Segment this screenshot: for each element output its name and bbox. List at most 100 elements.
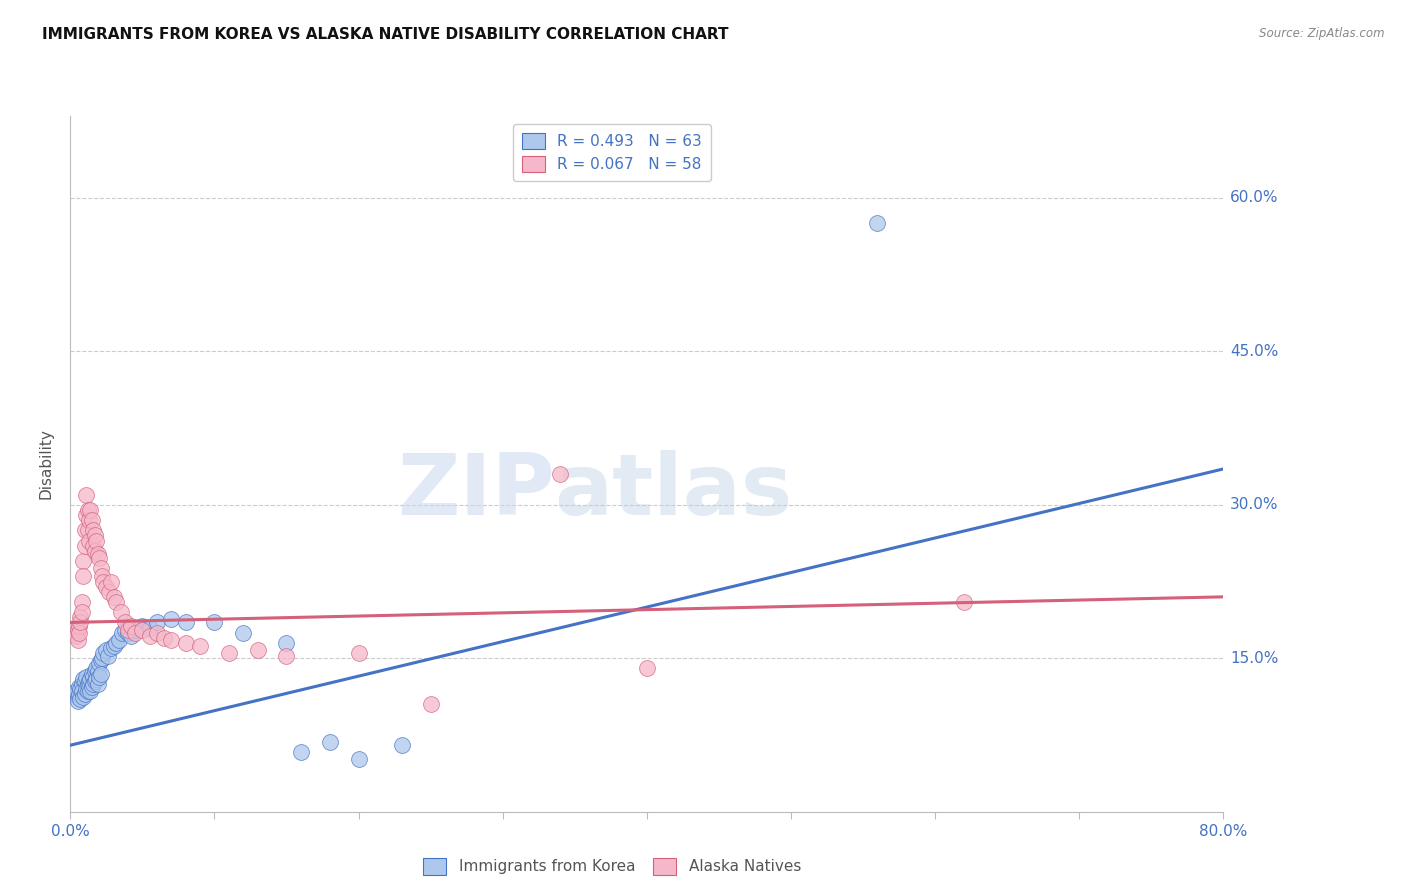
- Point: [67, 687, 90, 701]
- Text: ZIP: ZIP: [396, 450, 554, 533]
- Point: [70, 605, 93, 619]
- Point: [276, 636, 298, 650]
- Point: [63, 687, 86, 701]
- Point: [66, 623, 89, 637]
- Point: [72, 569, 94, 583]
- Point: [276, 649, 298, 664]
- Point: [160, 612, 183, 626]
- Point: [82, 539, 104, 553]
- Point: [100, 574, 122, 589]
- Point: [75, 487, 97, 501]
- Point: [80, 666, 103, 681]
- Point: [83, 664, 105, 678]
- Point: [79, 684, 101, 698]
- Point: [73, 524, 96, 538]
- Point: [67, 680, 90, 694]
- Point: [174, 615, 197, 630]
- Point: [246, 643, 269, 657]
- Point: [84, 533, 107, 548]
- Point: [65, 629, 87, 643]
- Point: [419, 698, 441, 712]
- Point: [70, 595, 93, 609]
- Point: [72, 690, 94, 705]
- Point: [72, 554, 94, 568]
- Point: [103, 590, 125, 604]
- Point: [91, 569, 114, 583]
- Point: [90, 561, 112, 575]
- Text: IMMIGRANTS FROM KOREA VS ALASKA NATIVE DISABILITY CORRELATION CHART: IMMIGRANTS FROM KOREA VS ALASKA NATIVE D…: [42, 27, 728, 42]
- Point: [67, 625, 90, 640]
- Point: [232, 625, 254, 640]
- Point: [138, 621, 160, 635]
- Point: [67, 618, 90, 632]
- Point: [83, 673, 105, 688]
- Point: [82, 524, 104, 538]
- Point: [146, 615, 169, 630]
- Point: [391, 738, 413, 752]
- Point: [550, 467, 572, 481]
- Point: [138, 629, 160, 643]
- Text: 30.0%: 30.0%: [1230, 497, 1278, 512]
- Point: [91, 651, 114, 665]
- Point: [86, 547, 108, 561]
- Point: [87, 657, 111, 671]
- Point: [953, 595, 976, 609]
- Point: [188, 639, 211, 653]
- Point: [131, 623, 153, 637]
- Point: [866, 216, 889, 230]
- Text: Source: ZipAtlas.com: Source: ZipAtlas.com: [1260, 27, 1385, 40]
- Point: [76, 684, 98, 698]
- Point: [73, 687, 96, 701]
- Point: [117, 623, 139, 637]
- Point: [636, 661, 658, 675]
- Point: [80, 513, 103, 527]
- Point: [82, 677, 104, 691]
- Text: 15.0%: 15.0%: [1230, 651, 1278, 665]
- Point: [66, 690, 89, 705]
- Point: [174, 636, 197, 650]
- Point: [76, 524, 98, 538]
- Point: [80, 680, 103, 694]
- Point: [90, 666, 112, 681]
- Point: [124, 623, 146, 637]
- Point: [105, 595, 128, 609]
- Point: [103, 639, 125, 653]
- Point: [124, 625, 146, 640]
- Point: [93, 646, 115, 660]
- Point: [100, 640, 122, 655]
- Point: [87, 551, 111, 566]
- Point: [98, 584, 121, 599]
- Point: [97, 649, 120, 664]
- Point: [96, 580, 118, 594]
- Point: [77, 513, 100, 527]
- Point: [86, 677, 108, 691]
- Point: [69, 692, 91, 706]
- Text: 45.0%: 45.0%: [1230, 343, 1278, 359]
- Point: [108, 632, 131, 647]
- Point: [63, 625, 86, 640]
- Point: [77, 673, 100, 688]
- Point: [120, 618, 142, 632]
- Point: [117, 625, 139, 640]
- Point: [66, 632, 89, 647]
- Point: [83, 544, 105, 558]
- Point: [66, 694, 89, 708]
- Point: [65, 684, 87, 698]
- Point: [146, 625, 169, 640]
- Point: [83, 528, 105, 542]
- Point: [77, 533, 100, 548]
- Point: [96, 643, 118, 657]
- Point: [111, 625, 134, 640]
- Point: [153, 631, 176, 645]
- Point: [69, 615, 91, 630]
- Point: [70, 684, 93, 698]
- Point: [79, 503, 101, 517]
- Point: [128, 621, 150, 635]
- Point: [79, 672, 101, 686]
- Text: atlas: atlas: [554, 450, 793, 533]
- Point: [290, 745, 312, 759]
- Point: [65, 621, 87, 635]
- Point: [218, 646, 240, 660]
- Point: [70, 677, 93, 691]
- Point: [86, 664, 108, 678]
